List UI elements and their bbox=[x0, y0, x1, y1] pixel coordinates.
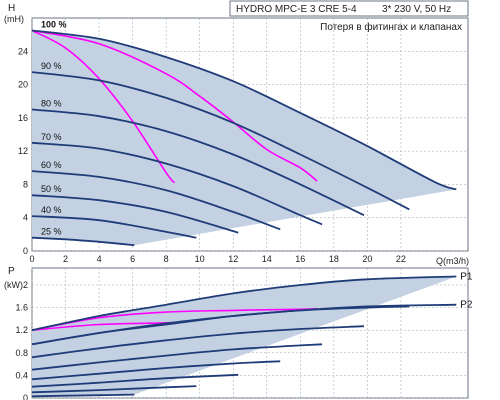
head-speed-label: 90 % bbox=[41, 61, 62, 71]
head-axis-label: H bbox=[8, 3, 15, 14]
head-x-tick-label: 18 bbox=[329, 254, 339, 264]
head-curve-50 bbox=[31, 194, 239, 234]
head-x-tick-label: 14 bbox=[262, 254, 272, 264]
head-axis-unit: (mH) bbox=[4, 14, 24, 24]
power-series-label: P2 bbox=[460, 300, 473, 311]
power-curve-2 bbox=[31, 305, 410, 346]
head-x-tick-label: 2 bbox=[63, 254, 68, 264]
head-speed-label: 70 % bbox=[41, 132, 62, 142]
head-x-tick-label: 22 bbox=[396, 254, 406, 264]
head-y-tick-label: 4 bbox=[23, 213, 28, 223]
head-speed-label: 40 % bbox=[41, 205, 62, 215]
head-speed-label: 60 % bbox=[41, 160, 62, 170]
head-speed-label: 80 % bbox=[41, 99, 62, 109]
head-curve-80 bbox=[31, 108, 365, 217]
head-operating-area bbox=[32, 30, 457, 246]
head-x-tick-label: 12 bbox=[228, 254, 238, 264]
head-y-tick-label: 24 bbox=[18, 46, 28, 56]
power-curve-6 bbox=[31, 373, 239, 388]
supply-spec: 3* 230 V, 50 Hz bbox=[382, 4, 451, 15]
power-axis-label: P bbox=[8, 266, 15, 277]
head-curve-60 bbox=[31, 170, 281, 231]
power-y-tick-label: 0.4 bbox=[15, 370, 28, 380]
head-x-tick-label: 20 bbox=[362, 254, 372, 264]
head-speed-label: 50 % bbox=[41, 184, 62, 194]
head-curve-100 bbox=[31, 29, 457, 191]
head-curve-panel: 100 %90 %80 %70 %60 %50 %40 %25 %0 2 4 6 8 10… bbox=[18, 17, 469, 264]
power-y-tick-label: 0.8 bbox=[15, 348, 28, 358]
head-y-tick-label: 20 bbox=[18, 80, 28, 90]
head-x-tick-label: 10 bbox=[195, 254, 205, 264]
head-system-curve bbox=[31, 29, 318, 182]
head-x-tick-label: 4 bbox=[97, 254, 102, 264]
pump-title: HYDRO MPC-E 3 CRE 5-4 bbox=[236, 4, 357, 15]
head-x-tick-label: 0 bbox=[29, 254, 34, 264]
power-y-tick-label: 1.6 bbox=[15, 303, 28, 313]
head-curve-40 bbox=[31, 215, 197, 239]
head-speed-label: 100 % bbox=[41, 19, 67, 29]
head-x-tick-label: 6 bbox=[130, 254, 135, 264]
power-y-tick-label: 1.2 bbox=[15, 325, 28, 335]
head-x-tick-label: 8 bbox=[164, 254, 169, 264]
head-y-tick-label: 12 bbox=[18, 146, 28, 156]
power-curve-panel: P1 P2 0 0.4 0.8 1.2 1.6 2 bbox=[15, 267, 473, 400]
head-system-curve bbox=[31, 29, 176, 184]
power-y-tick-label: 0 bbox=[23, 393, 28, 400]
power-curve-7 bbox=[31, 385, 197, 394]
head-speed-label: 25 % bbox=[41, 227, 62, 237]
power-curve-3 bbox=[31, 325, 365, 359]
head-curve-25 bbox=[31, 236, 135, 247]
power-axis-unit: (kW) bbox=[4, 280, 23, 290]
head-y-tick-label: 0 bbox=[23, 246, 28, 256]
power-operating-area bbox=[32, 276, 457, 397]
head-curve-90 bbox=[31, 71, 410, 211]
power-system-curve bbox=[31, 307, 318, 331]
power-series-label: P1 bbox=[460, 271, 473, 282]
power-curve-8 bbox=[31, 393, 135, 398]
head-y-tick-label: 8 bbox=[23, 179, 28, 189]
head-y-tick-label: 16 bbox=[18, 113, 28, 123]
head-x-tick-label: 16 bbox=[295, 254, 305, 264]
power-curve-5 bbox=[31, 360, 281, 381]
losses-note: Потеря в фитингах и клапанах bbox=[320, 21, 462, 33]
power-curve-P1 bbox=[31, 275, 457, 332]
flow-axis-label: Q(m3/h) bbox=[436, 256, 469, 266]
header-frame bbox=[229, 0, 469, 17]
power-y-tick-label: 2 bbox=[23, 280, 28, 290]
power-curve-4 bbox=[31, 343, 323, 371]
head-curve-70 bbox=[31, 141, 323, 226]
